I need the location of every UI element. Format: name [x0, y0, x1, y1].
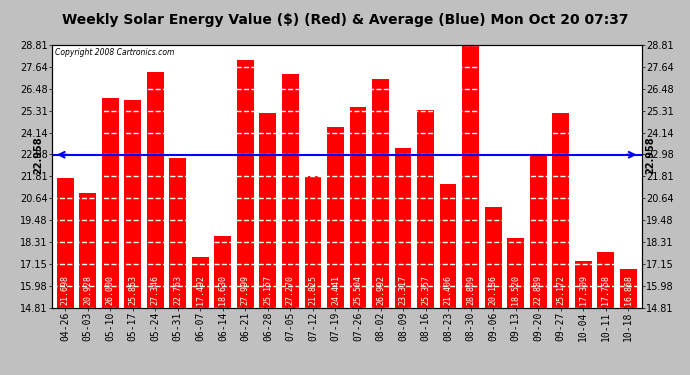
Bar	[395, 148, 411, 308]
Bar	[350, 107, 366, 307]
Text: 17.309: 17.309	[579, 274, 588, 304]
Bar	[484, 207, 502, 308]
Text: 27.270: 27.270	[286, 274, 295, 304]
Text: 20.186: 20.186	[489, 274, 497, 304]
Text: 18.520: 18.520	[511, 274, 520, 304]
Text: 18.630: 18.630	[218, 274, 228, 304]
Text: 26.992: 26.992	[376, 274, 385, 304]
Bar	[192, 257, 209, 307]
Text: 17.758: 17.758	[601, 274, 610, 304]
Bar	[552, 113, 569, 308]
Text: 25.504: 25.504	[353, 274, 362, 304]
Text: 25.863: 25.863	[128, 274, 137, 304]
Bar	[259, 114, 277, 308]
Text: 27.346: 27.346	[151, 274, 160, 304]
Text: 22.958: 22.958	[646, 136, 656, 174]
Text: Weekly Solar Energy Value ($) (Red) & Average (Blue) Mon Oct 20 07:37: Weekly Solar Energy Value ($) (Red) & Av…	[61, 13, 629, 27]
Text: 22.763: 22.763	[173, 274, 182, 304]
Text: 25.157: 25.157	[264, 274, 273, 304]
Bar	[372, 79, 389, 308]
Bar	[147, 72, 164, 308]
Bar	[304, 176, 322, 308]
Text: 20.928: 20.928	[83, 274, 92, 304]
Text: 23.317: 23.317	[399, 274, 408, 304]
Bar	[215, 236, 231, 308]
Bar	[440, 184, 457, 308]
Text: 27.999: 27.999	[241, 274, 250, 304]
Bar	[170, 158, 186, 308]
Text: 17.492: 17.492	[196, 274, 205, 304]
Bar	[282, 74, 299, 308]
Bar	[417, 110, 434, 308]
Text: 21.698: 21.698	[61, 274, 70, 304]
Text: 21.825: 21.825	[308, 274, 317, 304]
Bar	[102, 98, 119, 308]
Bar	[575, 261, 591, 308]
Text: 28.809: 28.809	[466, 274, 475, 304]
Bar	[462, 45, 479, 308]
Text: 21.406: 21.406	[444, 274, 453, 304]
Bar	[237, 60, 254, 308]
Bar	[79, 193, 96, 308]
Bar	[620, 269, 637, 308]
Text: 25.172: 25.172	[556, 274, 565, 304]
Bar	[507, 238, 524, 308]
Text: 22.958: 22.958	[33, 136, 43, 174]
Bar	[598, 252, 614, 308]
Bar	[57, 178, 74, 308]
Bar	[124, 100, 141, 308]
Text: Copyright 2008 Cartronics.com: Copyright 2008 Cartronics.com	[55, 48, 174, 57]
Text: 26.000: 26.000	[106, 274, 115, 304]
Text: 24.441: 24.441	[331, 274, 340, 304]
Bar	[530, 156, 546, 308]
Text: 22.889: 22.889	[533, 274, 542, 304]
Text: 16.868: 16.868	[624, 274, 633, 304]
Bar	[327, 127, 344, 308]
Text: 25.357: 25.357	[421, 274, 430, 304]
